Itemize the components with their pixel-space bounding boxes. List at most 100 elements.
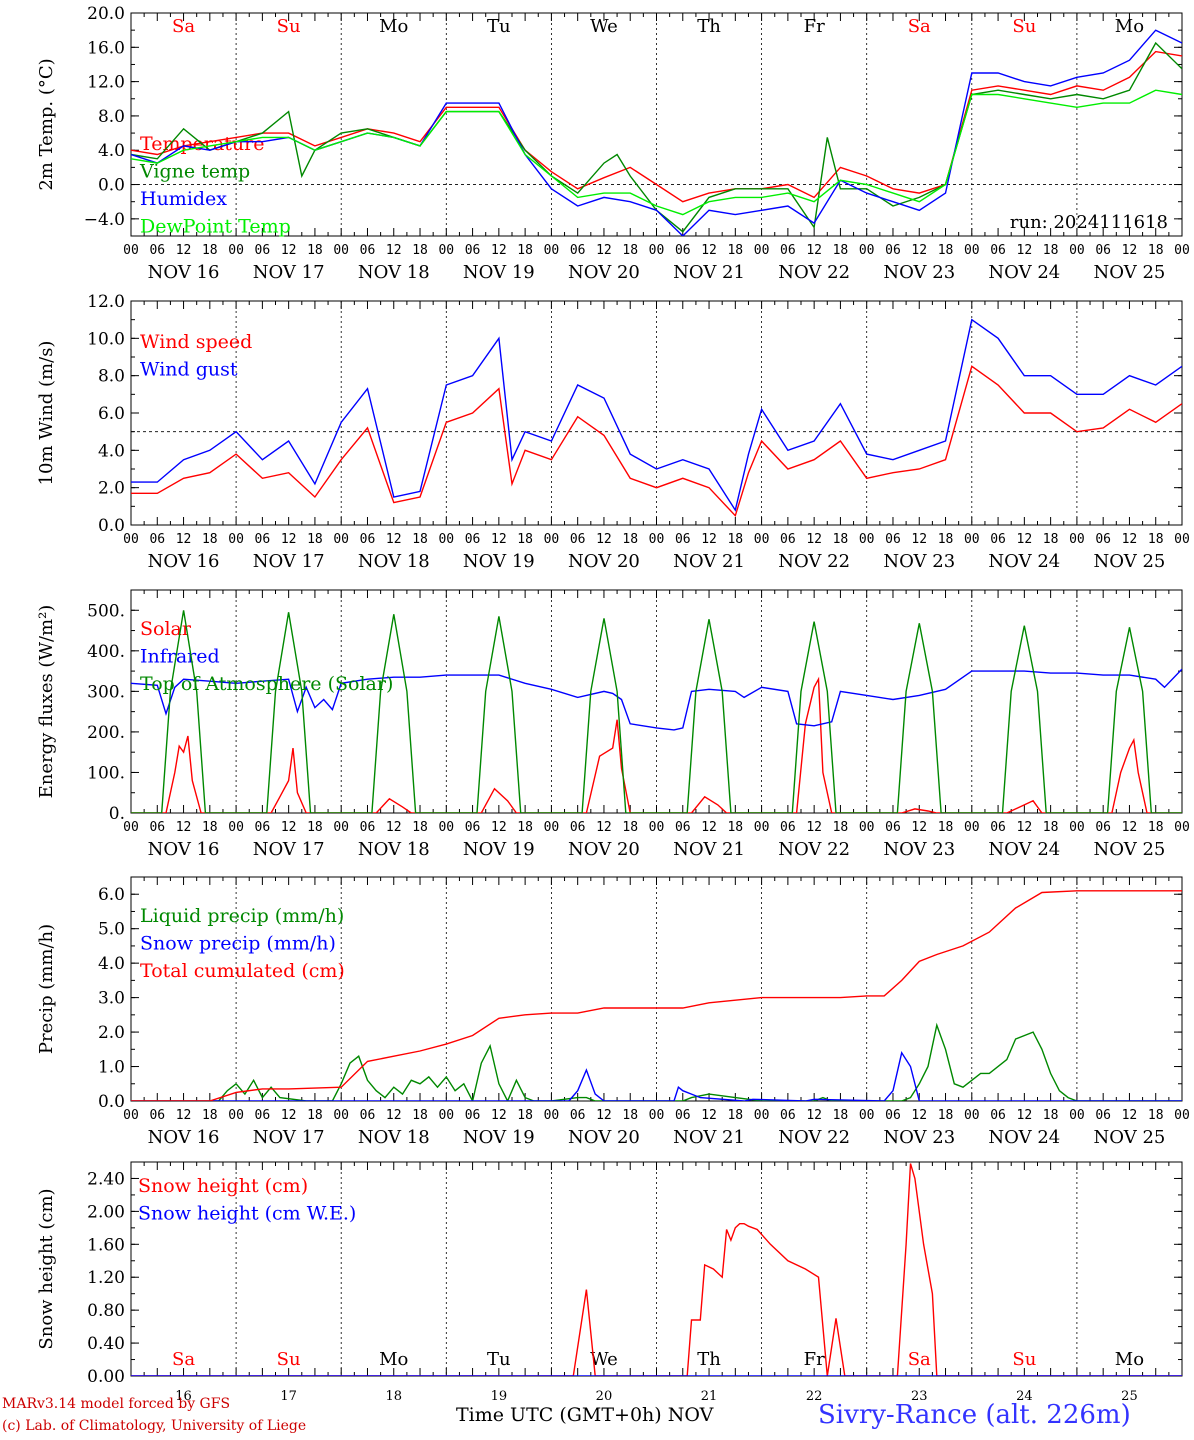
series-line-wind-speed xyxy=(131,365,1182,518)
hour-tick-label: 06 xyxy=(990,532,1006,547)
y-tick-label: 2.00 xyxy=(87,1202,125,1222)
hour-tick-label: 12 xyxy=(911,243,927,258)
y-tick-label: 8.0 xyxy=(98,107,125,127)
day-label: NOV 17 xyxy=(253,839,325,860)
hour-tick-label: 12 xyxy=(596,243,612,258)
hour-tick-label: 00 xyxy=(123,532,139,547)
hour-tick-label: 12 xyxy=(911,820,927,835)
hour-tick-label: 18 xyxy=(727,243,743,258)
hour-tick-label: 12 xyxy=(1017,532,1033,547)
y-tick-label: 6.0 xyxy=(98,885,125,905)
legend-entry: Wind speed xyxy=(140,331,252,353)
series-line-infrared xyxy=(131,668,1182,731)
day-number-label: 23 xyxy=(911,1389,928,1404)
day-label: NOV 18 xyxy=(358,551,430,572)
y-tick-label: 12.0 xyxy=(87,292,125,312)
weekday-label: Mo xyxy=(1115,1349,1144,1370)
hour-tick-label: 00 xyxy=(544,532,560,547)
hour-tick-label: 06 xyxy=(990,243,1006,258)
y-tick-label: 2.40 xyxy=(87,1169,125,1189)
hour-tick-label: 06 xyxy=(885,532,901,547)
day-label: NOV 17 xyxy=(253,551,325,572)
day-number-label: 18 xyxy=(385,1389,402,1404)
y-tick-label: 10.0 xyxy=(87,329,125,349)
day-number-label: 22 xyxy=(806,1389,823,1404)
hour-tick-label: 06 xyxy=(780,532,796,547)
legend-entry: Snow precip (mm/h) xyxy=(140,933,336,955)
hour-tick-label: 06 xyxy=(1095,243,1111,258)
weekday-label: Th xyxy=(697,16,721,37)
hour-tick-label: 00 xyxy=(754,1108,770,1123)
hour-tick-label: 06 xyxy=(780,820,796,835)
hour-tick-label: 06 xyxy=(255,243,271,258)
day-label: NOV 24 xyxy=(988,551,1060,572)
hour-tick-label: 06 xyxy=(149,1108,165,1123)
hour-tick-label: 18 xyxy=(622,1108,638,1123)
hour-tick-label: 12 xyxy=(701,820,717,835)
hour-tick-label: 18 xyxy=(202,820,218,835)
time-utc-label: Time UTC (GMT+0h) xyxy=(456,1404,662,1426)
panel-4: 6.0 5.0 4.0 3.0 2.0 1.0 0.0 Precip (mm/h) 00 06 12… xyxy=(36,876,1190,1148)
y-axis-title: 10m Wind (m/s) xyxy=(36,341,57,486)
legend-entry: Snow height (cm) xyxy=(138,1175,308,1197)
hour-tick-label: 12 xyxy=(176,820,192,835)
hour-tick-label: 12 xyxy=(281,1108,297,1123)
weekday-label: Su xyxy=(1012,16,1036,37)
hour-tick-label: 00 xyxy=(123,243,139,258)
day-label: NOV 21 xyxy=(673,839,745,860)
weekday-label: We xyxy=(590,1349,618,1370)
hour-tick-label: 18 xyxy=(833,243,849,258)
hour-tick-label: 00 xyxy=(438,532,454,547)
y-tick-label: 0.40 xyxy=(87,1334,125,1354)
hour-tick-label: 00 xyxy=(438,1108,454,1123)
hour-tick-label: 18 xyxy=(517,1108,533,1123)
hour-tick-label: 18 xyxy=(412,243,428,258)
hour-tick-label: 18 xyxy=(517,532,533,547)
hour-tick-label: 18 xyxy=(202,1108,218,1123)
hour-tick-label: 18 xyxy=(1148,243,1164,258)
station-name: Sivry-Rance (alt. 226m) xyxy=(818,1400,1131,1430)
weekday-label: Mo xyxy=(379,16,408,37)
hour-tick-label: 06 xyxy=(465,1108,481,1123)
y-tick-label: 0.0 xyxy=(98,176,125,196)
hour-tick-label: 18 xyxy=(307,1108,323,1123)
hour-tick-label: 12 xyxy=(386,820,402,835)
hour-tick-label: 12 xyxy=(491,820,507,835)
weekday-label: Su xyxy=(277,1349,301,1370)
hour-tick-label: 06 xyxy=(360,532,376,547)
hour-tick-label: 06 xyxy=(1095,1108,1111,1123)
hour-tick-label: 12 xyxy=(806,820,822,835)
hour-tick-label: 18 xyxy=(202,243,218,258)
hour-tick-label: 00 xyxy=(1174,532,1190,547)
weekday-label: Th xyxy=(697,1349,721,1370)
hour-tick-label: 00 xyxy=(1069,1108,1085,1123)
day-label: NOV 20 xyxy=(568,262,640,283)
hour-tick-label: 12 xyxy=(386,243,402,258)
panel-5: 2.40 2.00 1.60 1.20 0.80 0.40 0.00 Snow height … xyxy=(36,1161,1183,1404)
y-tick-label: 5.0 xyxy=(98,920,125,940)
hour-tick-label: 18 xyxy=(202,532,218,547)
time-axis-label: Time UTC (GMT+0h) NOV xyxy=(456,1404,713,1426)
weekday-label: Fr xyxy=(804,16,825,37)
hour-tick-label: 00 xyxy=(1069,532,1085,547)
legend-entry: Snow height (cm W.E.) xyxy=(138,1203,356,1225)
hour-tick-label: 06 xyxy=(255,1108,271,1123)
hour-tick-label: 12 xyxy=(911,1108,927,1123)
day-label: NOV 16 xyxy=(148,839,220,860)
day-label: NOV 25 xyxy=(1094,551,1166,572)
hour-tick-label: 12 xyxy=(176,1108,192,1123)
day-label: NOV 18 xyxy=(358,839,430,860)
hour-tick-label: 18 xyxy=(1148,532,1164,547)
hour-tick-label: 06 xyxy=(149,820,165,835)
day-label: NOV 16 xyxy=(148,551,220,572)
day-label: NOV 24 xyxy=(988,1127,1060,1148)
y-tick-label: 0.0 xyxy=(98,1092,125,1112)
hour-tick-label: 00 xyxy=(333,820,349,835)
hour-tick-label: 12 xyxy=(281,532,297,547)
day-number-label: 17 xyxy=(280,1389,297,1404)
hour-tick-label: 18 xyxy=(622,532,638,547)
day-label: NOV 23 xyxy=(883,839,955,860)
hour-tick-label: 18 xyxy=(938,532,954,547)
day-label: NOV 17 xyxy=(253,262,325,283)
hour-tick-label: 18 xyxy=(938,1108,954,1123)
